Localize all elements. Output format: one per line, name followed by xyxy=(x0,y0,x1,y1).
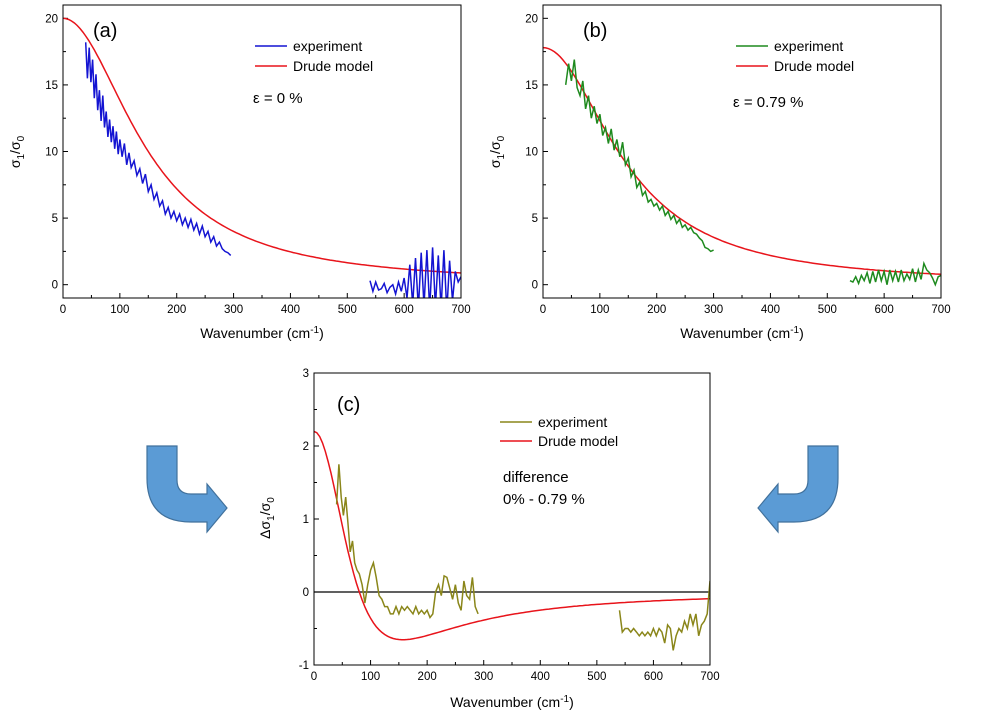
panel-b-xtick-label: 0 xyxy=(540,304,546,316)
panel-b-xtick-label: 100 xyxy=(590,304,609,316)
panel-b-ylabel: σ1/σ0 xyxy=(487,135,507,168)
panel-b-strain-annotation: ε = 0.79 % xyxy=(733,94,803,111)
panel-a-ytick-label: 20 xyxy=(45,13,58,25)
panel-a-drude-line xyxy=(63,17,461,274)
panel-c-ytick-labels: -1 0 1 2 3 xyxy=(299,368,309,672)
panel-a-ytick-label: 15 xyxy=(45,80,58,92)
panel-a-xtick-label: 100 xyxy=(110,304,129,316)
panel-c-xtick-label: 700 xyxy=(700,671,719,683)
panel-c-xtick-label: 0 xyxy=(311,671,317,683)
panel-a-xtick-label: 400 xyxy=(281,304,300,316)
panel-a-ticks xyxy=(62,17,462,298)
panel-a-ylabel: σ1/σ0 xyxy=(7,135,27,168)
panel-b: 0 5 10 15 20 0 100 200 300 400 500 600 7… xyxy=(487,4,951,341)
panel-c-xtick-label: 100 xyxy=(361,671,380,683)
panel-b-xtick-label: 600 xyxy=(875,304,894,316)
panel-b-ytick-label: 15 xyxy=(525,80,538,92)
panel-a-xtick-label: 700 xyxy=(451,304,470,316)
panel-b-ytick-label: 0 xyxy=(532,280,538,292)
panel-c-ylabel: Δσ1/σ0 xyxy=(257,497,277,539)
panel-a: 0 5 10 15 20 0 100 200 300 400 500 600 7… xyxy=(7,4,471,341)
panel-a-xtick-label: 0 xyxy=(60,304,66,316)
panel-a-ytick-label: 10 xyxy=(45,147,58,159)
panel-b-legend-experiment: experiment xyxy=(774,38,843,54)
panel-b-xtick-label: 500 xyxy=(818,304,837,316)
panel-c-legend-drude: Drude model xyxy=(538,433,618,449)
panel-b-ytick-label: 5 xyxy=(532,213,538,225)
panel-b-ytick-labels: 0 5 10 15 20 xyxy=(525,13,538,291)
panel-b-ticks xyxy=(542,17,942,298)
panel-a-legend-experiment: experiment xyxy=(293,38,362,54)
panel-a-legend: experiment Drude model xyxy=(255,38,373,74)
panel-a-experiment-line xyxy=(84,42,232,256)
panel-c-ytick-label: 3 xyxy=(303,368,309,380)
panel-a-strain-annotation: ε = 0 % xyxy=(253,90,303,107)
panel-c-xtick-label: 200 xyxy=(418,671,437,683)
panel-b-xlabel: Wavenumber (cm-1) xyxy=(680,325,804,341)
panel-a-legend-drude: Drude model xyxy=(293,58,373,74)
panel-c-ticks xyxy=(313,372,711,666)
curved-arrow-right-icon xyxy=(146,445,228,534)
panel-c-xtick-label: 300 xyxy=(474,671,493,683)
panel-b-xtick-label: 400 xyxy=(761,304,780,316)
panel-c-ytick-label: 0 xyxy=(303,587,309,599)
panel-a-ytick-labels: 0 5 10 15 20 xyxy=(45,13,58,291)
panel-b-legend-drude: Drude model xyxy=(774,58,854,74)
panel-c-ytick-label: 1 xyxy=(303,514,309,526)
panel-b-drude-line xyxy=(543,46,941,276)
panel-a-frame xyxy=(62,4,462,299)
panel-c-xtick-label: 600 xyxy=(644,671,663,683)
panel-c-annotation-line1: difference xyxy=(503,469,569,486)
panel-a-xtick-label: 500 xyxy=(338,304,357,316)
panel-b-experiment-line xyxy=(849,260,941,287)
panel-a-ytick-label: 5 xyxy=(52,213,58,225)
panel-b-xtick-label: 300 xyxy=(704,304,723,316)
panel-a-label: (a) xyxy=(93,20,117,42)
panel-b-legend: experiment Drude model xyxy=(736,38,854,74)
panel-a-ytick-label: 0 xyxy=(52,280,58,292)
panel-c-ytick-label: -1 xyxy=(299,660,309,672)
panel-c-xlabel: Wavenumber (cm-1) xyxy=(450,694,574,710)
panel-b-ytick-label: 20 xyxy=(525,13,538,25)
panel-b-xtick-labels: 0 100 200 300 400 500 600 700 xyxy=(540,304,951,316)
panel-a-xtick-label: 200 xyxy=(167,304,186,316)
panel-c-drude-line xyxy=(314,430,710,641)
panel-c-xtick-label: 400 xyxy=(531,671,550,683)
panel-b-xtick-label: 700 xyxy=(931,304,950,316)
panel-a-xlabel: Wavenumber (cm-1) xyxy=(200,325,324,341)
panel-c-experiment-line xyxy=(618,580,710,651)
panel-c-xtick-label: 500 xyxy=(587,671,606,683)
panel-c-label: (c) xyxy=(337,394,360,416)
panel-a-xtick-label: 600 xyxy=(395,304,414,316)
panel-c-experiment-line xyxy=(335,464,479,619)
panel-c-legend-experiment: experiment xyxy=(538,414,607,430)
panel-c: -1 0 1 2 3 0 100 200 300 400 500 600 700… xyxy=(257,368,720,710)
panel-b-experiment-line xyxy=(564,59,714,253)
panel-b-xtick-label: 200 xyxy=(647,304,666,316)
panel-b-ytick-label: 10 xyxy=(525,147,538,159)
panel-c-frame xyxy=(313,372,711,666)
panel-a-xtick-label: 300 xyxy=(224,304,243,316)
panel-a-experiment-line xyxy=(369,247,461,298)
panel-c-xtick-labels: 0 100 200 300 400 500 600 700 xyxy=(311,671,720,683)
panel-b-label: (b) xyxy=(583,20,607,42)
panel-c-ytick-label: 2 xyxy=(303,441,309,453)
curved-arrow-left-icon xyxy=(757,445,839,534)
panel-c-annotation-line2: 0% - 0.79 % xyxy=(503,491,585,508)
panel-b-frame xyxy=(542,4,942,299)
panel-c-legend: experiment Drude model xyxy=(500,414,618,449)
panel-a-xtick-labels: 0 100 200 300 400 500 600 700 xyxy=(60,304,471,316)
